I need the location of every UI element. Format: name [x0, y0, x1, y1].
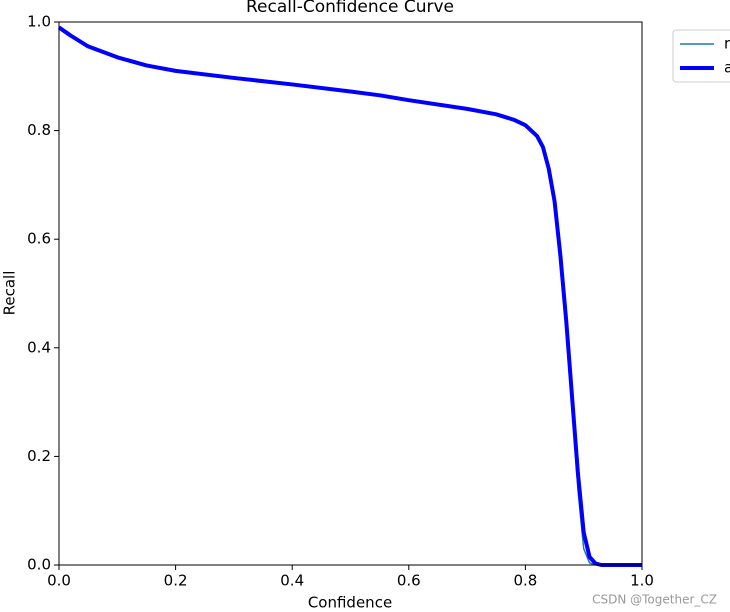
legend-box — [672, 29, 730, 83]
watermark: CSDN @Together_CZ — [592, 593, 717, 607]
series-line — [58, 26, 642, 566]
y-tick-label: 0.4 — [27, 338, 51, 356]
x-tick-label: 0.4 — [280, 572, 304, 590]
x-tick-label: 0.0 — [47, 572, 71, 590]
x-tick-label: 1.0 — [630, 572, 654, 590]
plot-frame — [58, 21, 643, 566]
x-tick-label: 0.6 — [397, 572, 421, 590]
legend-label: a — [724, 59, 730, 77]
x-axis-label: Confidence — [308, 594, 392, 612]
chart-title: Recall-Confidence Curve — [246, 0, 454, 17]
series-line — [57, 25, 642, 567]
y-tick-label: 0.2 — [27, 447, 51, 465]
y-tick-label: 1.0 — [27, 13, 51, 31]
y-axis-label: Recall — [1, 271, 19, 316]
y-tick-label: 0.6 — [27, 230, 51, 248]
x-tick-label: 0.8 — [513, 572, 537, 590]
y-tick-label: 0.8 — [27, 121, 51, 139]
y-tick-label: 0.0 — [27, 556, 51, 574]
legend-label: r — [724, 35, 730, 53]
x-tick-label: 0.2 — [164, 572, 188, 590]
